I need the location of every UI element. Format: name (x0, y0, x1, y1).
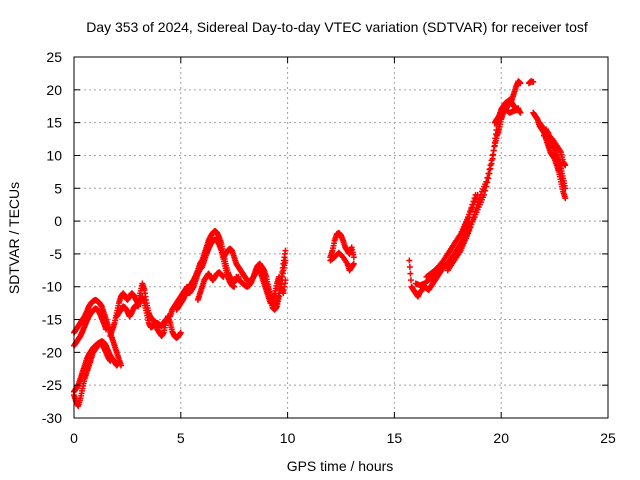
data-point (177, 329, 184, 336)
x-tick-label: 0 (70, 430, 78, 446)
data-point (407, 270, 414, 277)
data-point (488, 160, 495, 167)
data-point (517, 109, 524, 116)
data-point (562, 162, 569, 169)
y-tick-label: -30 (42, 410, 62, 426)
data-points (71, 78, 569, 410)
plot-frame (73, 56, 609, 419)
data-point (231, 283, 238, 290)
x-tick-labels: 0 5 10 15 20 25 (70, 430, 616, 446)
x-tick-label: 15 (387, 430, 403, 446)
y-tick-label: -20 (42, 344, 62, 360)
y-tick-label: 10 (46, 147, 62, 163)
data-point (220, 273, 227, 280)
x-tick-label: 20 (493, 430, 509, 446)
y-tick-label: 0 (54, 213, 62, 229)
data-point (282, 277, 289, 284)
data-point (282, 257, 289, 264)
y-tick-label: 15 (46, 115, 62, 131)
data-point (530, 78, 537, 85)
x-tick-label: 25 (600, 430, 616, 446)
data-point (107, 357, 114, 364)
y-tick-label: -25 (42, 377, 62, 393)
data-point (406, 264, 413, 271)
axis-ticks (73, 56, 609, 419)
data-point (350, 254, 357, 261)
x-tick-label: 10 (280, 430, 296, 446)
data-point (562, 185, 569, 192)
data-point (485, 175, 492, 182)
data-point (117, 362, 124, 369)
x-axis-label: GPS time / hours (287, 458, 394, 474)
data-point (481, 191, 488, 198)
y-tick-label: 5 (54, 180, 62, 196)
data-point (407, 277, 414, 284)
chart-title: Day 353 of 2024, Sidereal Day-to-day VTE… (86, 19, 588, 35)
y-tick-label: -10 (42, 279, 62, 295)
y-tick-labels: -30 -25 -20 -15 -10 -5 0 5 10 15 20 25 (42, 49, 62, 426)
grid-lines (74, 57, 608, 418)
y-tick-label: -15 (42, 312, 62, 328)
data-point (562, 195, 569, 202)
x-tick-label: 5 (177, 430, 185, 446)
data-point (282, 247, 289, 254)
y-axis-label: SDTVAR / TECUs (6, 182, 22, 294)
data-point (162, 316, 169, 323)
y-tick-label: 20 (46, 82, 62, 98)
data-point (486, 170, 493, 177)
data-point (103, 326, 110, 333)
data-point (483, 183, 490, 190)
y-tick-label: -5 (50, 246, 63, 262)
data-point (350, 260, 357, 267)
data-point (517, 80, 524, 87)
data-point (406, 257, 413, 264)
data-point (482, 187, 489, 194)
y-tick-label: 25 (46, 49, 62, 65)
data-point (487, 165, 494, 172)
data-point (484, 179, 491, 186)
